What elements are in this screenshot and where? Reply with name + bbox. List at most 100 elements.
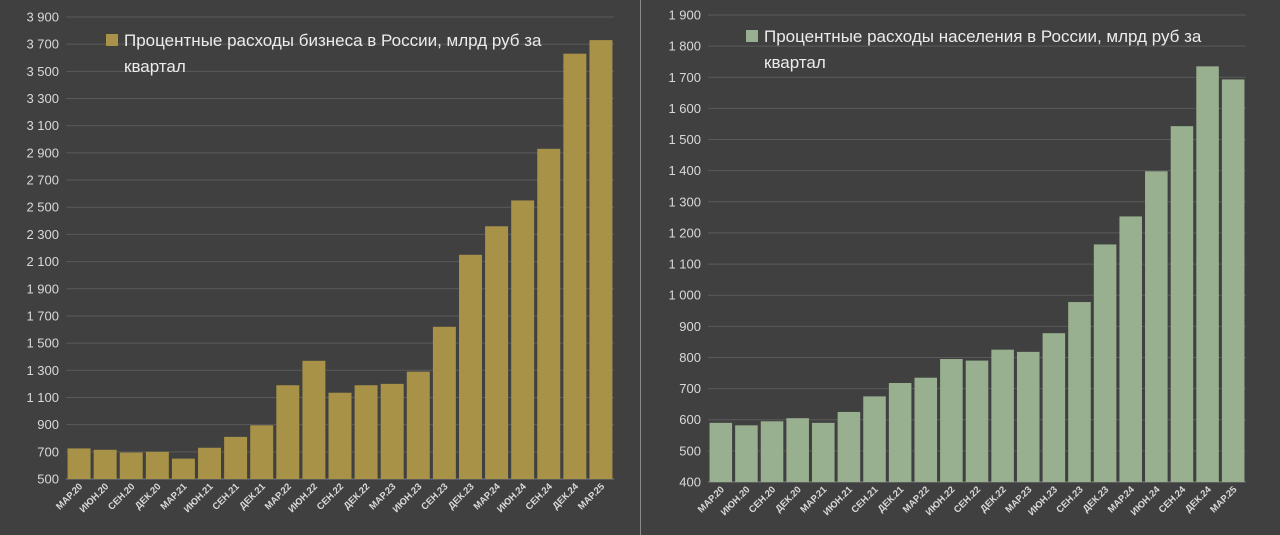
y-tick-label: 3 700: [26, 37, 59, 52]
x-tick-label: СЕН.22: [315, 481, 346, 512]
bar: [67, 448, 91, 479]
bar: [863, 396, 886, 482]
y-tick-label: 1 800: [668, 39, 701, 54]
bar: [1145, 171, 1168, 482]
bar: [812, 422, 835, 482]
x-tick-label: ИЮН.23: [391, 481, 425, 515]
x-tick-label: СЕН.21: [849, 484, 881, 516]
bar: [1170, 126, 1194, 483]
x-tick-label: СЕН.23: [419, 481, 450, 512]
bar: [1093, 244, 1117, 482]
y-tick-label: 700: [37, 444, 59, 459]
bar: [432, 326, 456, 479]
y-tick-label: 400: [679, 475, 701, 490]
bar: [837, 411, 861, 482]
bar: [537, 148, 561, 479]
x-tick-label: СЕН.24: [1157, 484, 1189, 516]
x-tick-label: ИЮН.24: [1129, 484, 1163, 518]
bar: [458, 254, 482, 479]
x-tick-label: МАР.25: [1208, 484, 1240, 516]
x-tick-label: ДЕК.22: [978, 484, 1008, 514]
panel-divider: [640, 0, 641, 535]
y-tick-label: 1 700: [26, 308, 59, 323]
y-tick-label: 3 100: [26, 118, 59, 133]
business-interest-chart: 500 700 900 1 100 1 300 1 500 1 700 1 900 2 100 2…: [26, 10, 614, 515]
x-tick-label: ДЕК.21: [237, 481, 268, 512]
x-tick-label: СЕН.20: [106, 481, 137, 512]
legend-label: Процентные расходы населения в России, м…: [764, 27, 1202, 72]
x-tick-label: ИЮН.24: [495, 481, 529, 515]
bar: [1068, 302, 1091, 482]
y-tick-label: 900: [37, 417, 59, 432]
bar: [145, 451, 169, 479]
bar: [328, 392, 352, 479]
bar: [888, 382, 912, 482]
bar: [1221, 79, 1245, 483]
bar: [735, 425, 758, 482]
y-tick-label: 1 300: [26, 363, 59, 378]
bar: [380, 383, 404, 479]
bar: [93, 449, 117, 479]
bar: [198, 447, 222, 479]
bar: [589, 40, 613, 479]
bar: [119, 452, 143, 479]
bar: [511, 200, 535, 480]
population-interest-chart: 400 500 600 700 800 900 1 000 1 100 1 200 1 300 1 …: [668, 8, 1246, 518]
bar: [276, 385, 300, 479]
bar: [940, 359, 963, 482]
bar: [1196, 66, 1219, 483]
y-tick-label: 2 900: [26, 145, 59, 160]
x-tick-label: СЕН.24: [524, 481, 556, 513]
x-tick-label: ИЮН.22: [286, 481, 320, 515]
bar: [786, 418, 809, 482]
y-tick-label: 2 300: [26, 227, 59, 242]
x-tick-label: ДЕК.23: [1081, 484, 1111, 514]
y-tick-label: 800: [679, 350, 701, 365]
y-tick-label: 1 300: [668, 194, 701, 209]
legend-swatch: [106, 34, 118, 46]
bar: [1042, 333, 1066, 482]
y-tick-label: 3 500: [26, 64, 59, 79]
bar: [171, 458, 195, 479]
x-tick-label: МАР.25: [576, 481, 608, 513]
x-tick-label: СЕН.21: [210, 481, 242, 513]
y-tick-label: 1 400: [668, 163, 701, 178]
y-tick-label: 500: [37, 472, 59, 487]
x-tick-label: ИЮН.21: [182, 481, 216, 515]
y-tick-label: 700: [679, 381, 701, 396]
y-tick-label: 2 100: [26, 254, 59, 269]
bar: [1016, 351, 1040, 482]
x-tick-label: ДЕК.23: [446, 481, 476, 511]
y-tick-label: 1 700: [668, 70, 701, 85]
y-tick-label: 1 600: [668, 101, 701, 116]
bar: [354, 385, 378, 479]
x-tick-label: ДЕК.22: [342, 481, 372, 511]
y-tick-label: 2 700: [26, 173, 59, 188]
bar: [1119, 216, 1142, 482]
bar: [250, 425, 274, 479]
bar: [965, 360, 989, 482]
bar: [709, 422, 733, 482]
y-tick-label: 3 900: [26, 10, 59, 25]
bar: [485, 226, 509, 479]
x-tick-label: ДЕК.24: [550, 481, 581, 512]
y-tick-label: 1 000: [668, 288, 701, 303]
y-tick-label: 1 100: [668, 257, 701, 272]
y-tick-label: 3 300: [26, 91, 59, 106]
y-tick-label: 1 500: [668, 132, 701, 147]
y-tick-label: 1 900: [668, 8, 701, 23]
bar: [406, 371, 430, 479]
x-tick-label: ИЮН.21: [821, 484, 855, 518]
y-tick-label: 1 900: [26, 281, 59, 296]
bar: [302, 360, 326, 479]
y-tick-label: 900: [679, 319, 701, 334]
bar: [224, 436, 248, 479]
y-tick-label: 600: [679, 412, 701, 427]
x-tick-label: ИЮН.20: [78, 481, 112, 515]
bar: [914, 377, 938, 482]
x-tick-label: ДЕК.20: [773, 484, 803, 514]
legend-swatch: [746, 30, 758, 42]
bar: [563, 53, 587, 480]
y-tick-label: 1 500: [26, 336, 59, 351]
